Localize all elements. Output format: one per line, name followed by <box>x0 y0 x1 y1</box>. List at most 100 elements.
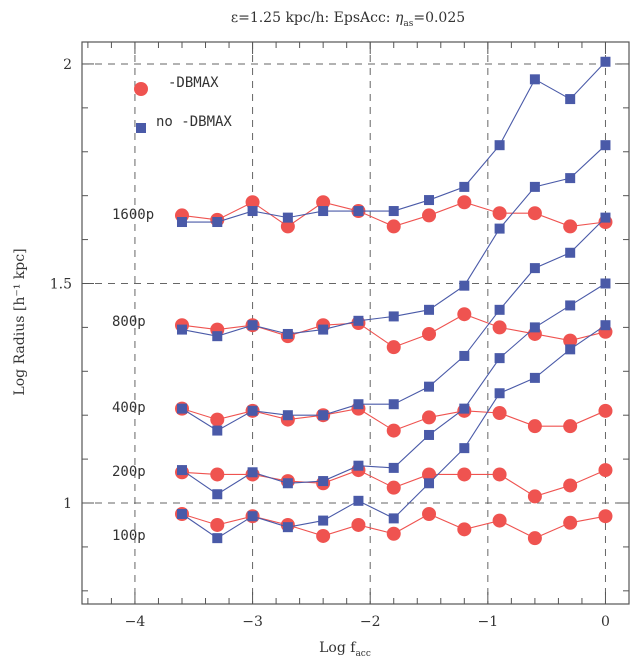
data-point-circle <box>422 467 437 482</box>
data-point-square <box>565 173 576 184</box>
data-point-circle <box>457 522 472 537</box>
data-point-square <box>353 399 364 410</box>
data-point-square <box>424 381 435 392</box>
data-point-square <box>247 320 258 331</box>
data-point-square <box>388 399 399 410</box>
data-point-square <box>600 140 611 151</box>
data-point-circle <box>563 515 578 530</box>
series-line <box>181 144 606 337</box>
data-point-circle <box>457 195 472 210</box>
data-point-square <box>494 388 505 399</box>
data-point-circle <box>598 463 613 478</box>
annotations: 1600p 800p 400p 200p 100p <box>112 207 154 544</box>
data-point-square <box>318 324 329 335</box>
data-point-square <box>282 212 293 223</box>
series-100p-no-dbmax <box>176 320 611 544</box>
data-point-square <box>282 328 293 339</box>
title-eta: η <box>395 10 404 26</box>
data-point-circle <box>563 333 578 348</box>
data-point-square <box>494 353 505 364</box>
data-point-circle <box>527 206 542 221</box>
data-point-circle <box>316 528 331 543</box>
data-point-circle <box>386 526 401 541</box>
data-point-square <box>282 522 293 533</box>
data-point-circle <box>280 219 295 234</box>
data-point-square <box>353 495 364 506</box>
data-point-circle <box>210 517 225 532</box>
title-eta-sub: as <box>403 19 413 29</box>
series-400p-no-dbmax <box>176 212 611 436</box>
x-tick-label: −2 <box>360 614 381 630</box>
data-point-circle <box>386 423 401 438</box>
x-tick-label: −4 <box>125 614 146 630</box>
legend-label: no -DBMAX <box>156 114 232 130</box>
series-200p-no-dbmax <box>176 278 611 500</box>
data-point-square <box>600 56 611 67</box>
data-point-circle <box>386 340 401 355</box>
data-point-square <box>565 247 576 258</box>
data-point-square <box>353 206 364 217</box>
data-point-square <box>565 344 576 355</box>
data-point-square <box>318 515 329 526</box>
data-point-square <box>176 324 187 335</box>
legend-label: -DBMAX <box>168 75 219 91</box>
plot-frame <box>81 41 630 605</box>
data-point-square <box>212 331 223 342</box>
annotation-label: 400p <box>112 400 146 416</box>
data-point-circle <box>598 509 613 524</box>
data-point-circle <box>492 467 507 482</box>
legend-marker-square <box>136 123 146 133</box>
annotation-label: 100p <box>112 528 146 544</box>
data-point-circle <box>527 531 542 546</box>
data-point-circle <box>598 403 613 418</box>
data-point-square <box>494 140 505 151</box>
series-800p-no-dbmax <box>176 140 611 342</box>
data-point-circle <box>422 326 437 341</box>
data-point-circle <box>527 419 542 434</box>
data-point-square <box>176 508 187 519</box>
x-axis-title-sub: acc <box>355 649 370 659</box>
title-main: =1.25 kpc/h: EpsAcc: <box>238 10 395 26</box>
data-point-square <box>565 94 576 105</box>
data-point-square <box>459 403 470 414</box>
data-point-circle <box>527 489 542 504</box>
annotation-label: 800p <box>112 314 146 330</box>
data-point-square <box>565 300 576 311</box>
data-point-circle <box>422 208 437 223</box>
data-point-square <box>529 263 540 274</box>
x-axis-title-main: Log f <box>319 640 357 656</box>
legend: -DBMAX no -DBMAX <box>134 75 232 133</box>
data-point-square <box>318 410 329 421</box>
data-point-circle <box>386 480 401 495</box>
data-point-circle <box>245 195 260 210</box>
data-point-square <box>212 533 223 544</box>
y-tick-label: 1 <box>63 496 72 512</box>
series-100p-dbmax <box>174 506 613 546</box>
data-point-square <box>494 304 505 315</box>
data-point-square <box>212 489 223 500</box>
data-point-circle <box>210 412 225 427</box>
data-point-circle <box>422 410 437 425</box>
y-tick-label: 1.5 <box>50 276 72 292</box>
data-point-circle <box>563 419 578 434</box>
data-point-square <box>247 405 258 416</box>
data-point-square <box>247 206 258 217</box>
data-point-square <box>459 350 470 361</box>
data-point-square <box>318 476 329 487</box>
title-tail: =0.025 <box>413 10 465 26</box>
x-axis-title: Log facc <box>319 640 371 659</box>
data-point-square <box>424 478 435 489</box>
data-point-square <box>494 223 505 234</box>
data-point-square <box>459 443 470 454</box>
x-tick-label: 0 <box>601 614 610 630</box>
x-tick-label: −1 <box>478 614 499 630</box>
data-point-square <box>176 403 187 414</box>
data-point-square <box>247 511 258 522</box>
data-point-square <box>529 322 540 333</box>
data-point-circle <box>457 467 472 482</box>
data-point-square <box>212 217 223 228</box>
data-point-square <box>459 280 470 291</box>
data-point-circle <box>351 517 366 532</box>
data-point-circle <box>386 219 401 234</box>
data-point-circle <box>492 206 507 221</box>
